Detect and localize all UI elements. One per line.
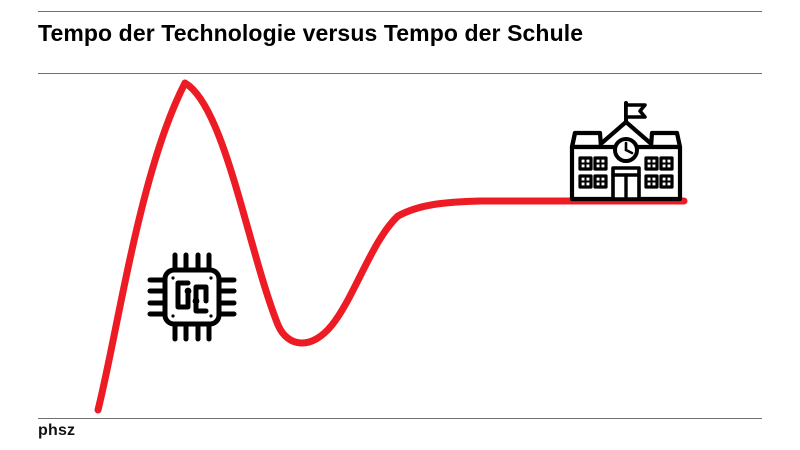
logo-phsz: phsz xyxy=(38,422,76,439)
rule-top xyxy=(38,11,762,12)
right-windows xyxy=(644,156,674,189)
left-windows xyxy=(578,156,608,189)
entrance-door xyxy=(611,166,641,201)
school-building-icon xyxy=(569,101,683,202)
microchip-icon xyxy=(147,252,237,342)
page-title: Tempo der Technologie versus Tempo der S… xyxy=(38,20,584,46)
curve-series-tempo xyxy=(94,79,688,414)
curve-path xyxy=(94,79,688,414)
rule-under-title xyxy=(38,73,762,74)
flag-icon xyxy=(624,103,647,119)
clock-icon xyxy=(613,137,639,163)
rule-bottom xyxy=(38,418,762,419)
